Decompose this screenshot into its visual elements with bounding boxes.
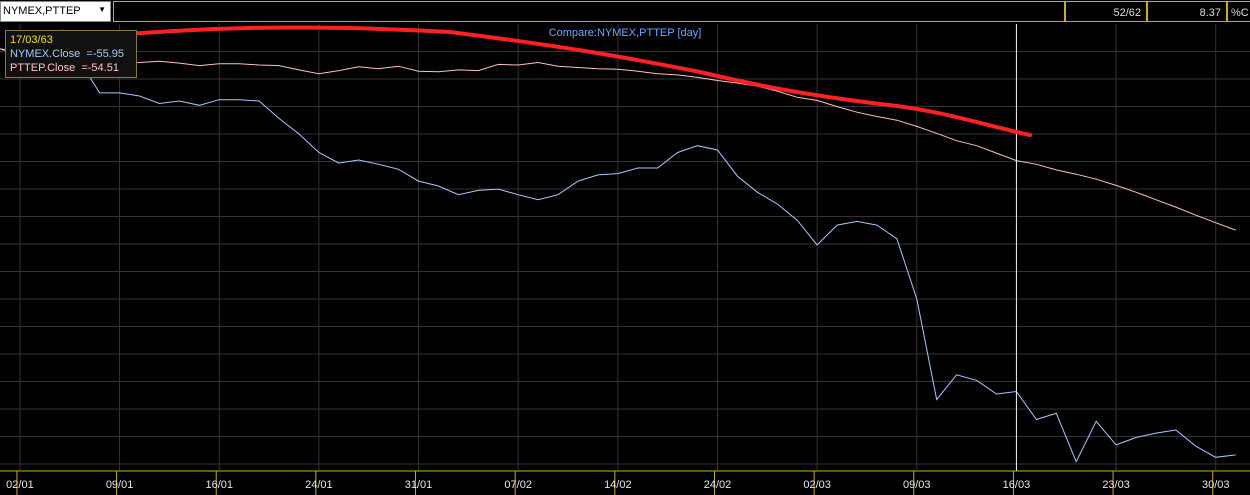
x-tick-label: 16/03: [1003, 479, 1031, 491]
chart-grid: [0, 24, 1250, 471]
annotation-arrow-shaft: [58, 25, 1032, 137]
tooltip-nymex: NYMEX.Close =-55.95: [10, 48, 125, 60]
x-tick-label: 16/01: [205, 479, 233, 491]
x-tick-label: 02/01: [6, 479, 34, 491]
x-tick-label: 09/01: [106, 479, 134, 491]
x-tick-label: 30/03: [1202, 479, 1230, 491]
crosshair-tooltip: 17/03/63 NYMEX.Close =-55.95 PTTEP.Close…: [5, 30, 137, 78]
x-tick-label: 09/03: [903, 479, 931, 491]
x-tick-label: 24/02: [704, 479, 732, 491]
tooltip-pttep: PTTEP.Close =-54.51: [10, 62, 119, 74]
x-tick-label: 07/02: [504, 479, 532, 491]
nymex-line: [0, 48, 1236, 463]
x-tick-label: 14/02: [604, 479, 632, 491]
toolbar: NYMEX,PTTEP ▼ 52/62 8.37 %C: [0, 0, 1250, 24]
info-field: [113, 1, 1065, 22]
count-text: 52/62: [1113, 7, 1141, 19]
x-tick-label: 24/01: [305, 479, 333, 491]
chevron-down-icon[interactable]: ▼: [98, 5, 106, 14]
tooltip-date: 17/03/63: [10, 34, 53, 46]
x-tick-label: 02/03: [803, 479, 831, 491]
value-text: 8.37: [1199, 7, 1221, 19]
count-field: 52/62: [1065, 1, 1147, 22]
symbol-select[interactable]: NYMEX,PTTEP ▼: [0, 1, 111, 22]
x-tick-label: 23/03: [1102, 479, 1130, 491]
compare-chart[interactable]: 02/01 09/01 16/01 24/01 31/01 07/02 14/02 24/02…: [0, 24, 1250, 495]
chart-series: [0, 48, 1236, 463]
x-axis: 02/01 09/01 16/01 24/01 31/01 07/02 14/02 24/02…: [0, 470, 1250, 495]
value-field: 8.37: [1147, 1, 1227, 22]
chart-title: Compare:NYMEX,PTTEP [day]: [549, 27, 702, 39]
annotation-arrow: [42, 25, 1032, 137]
symbol-select-value: NYMEX,PTTEP: [3, 5, 81, 17]
pttep-line: [0, 48, 1236, 231]
unit-field: %C: [1227, 1, 1250, 22]
x-tick-label: 31/01: [405, 479, 433, 491]
unit-text: %C: [1231, 7, 1249, 19]
